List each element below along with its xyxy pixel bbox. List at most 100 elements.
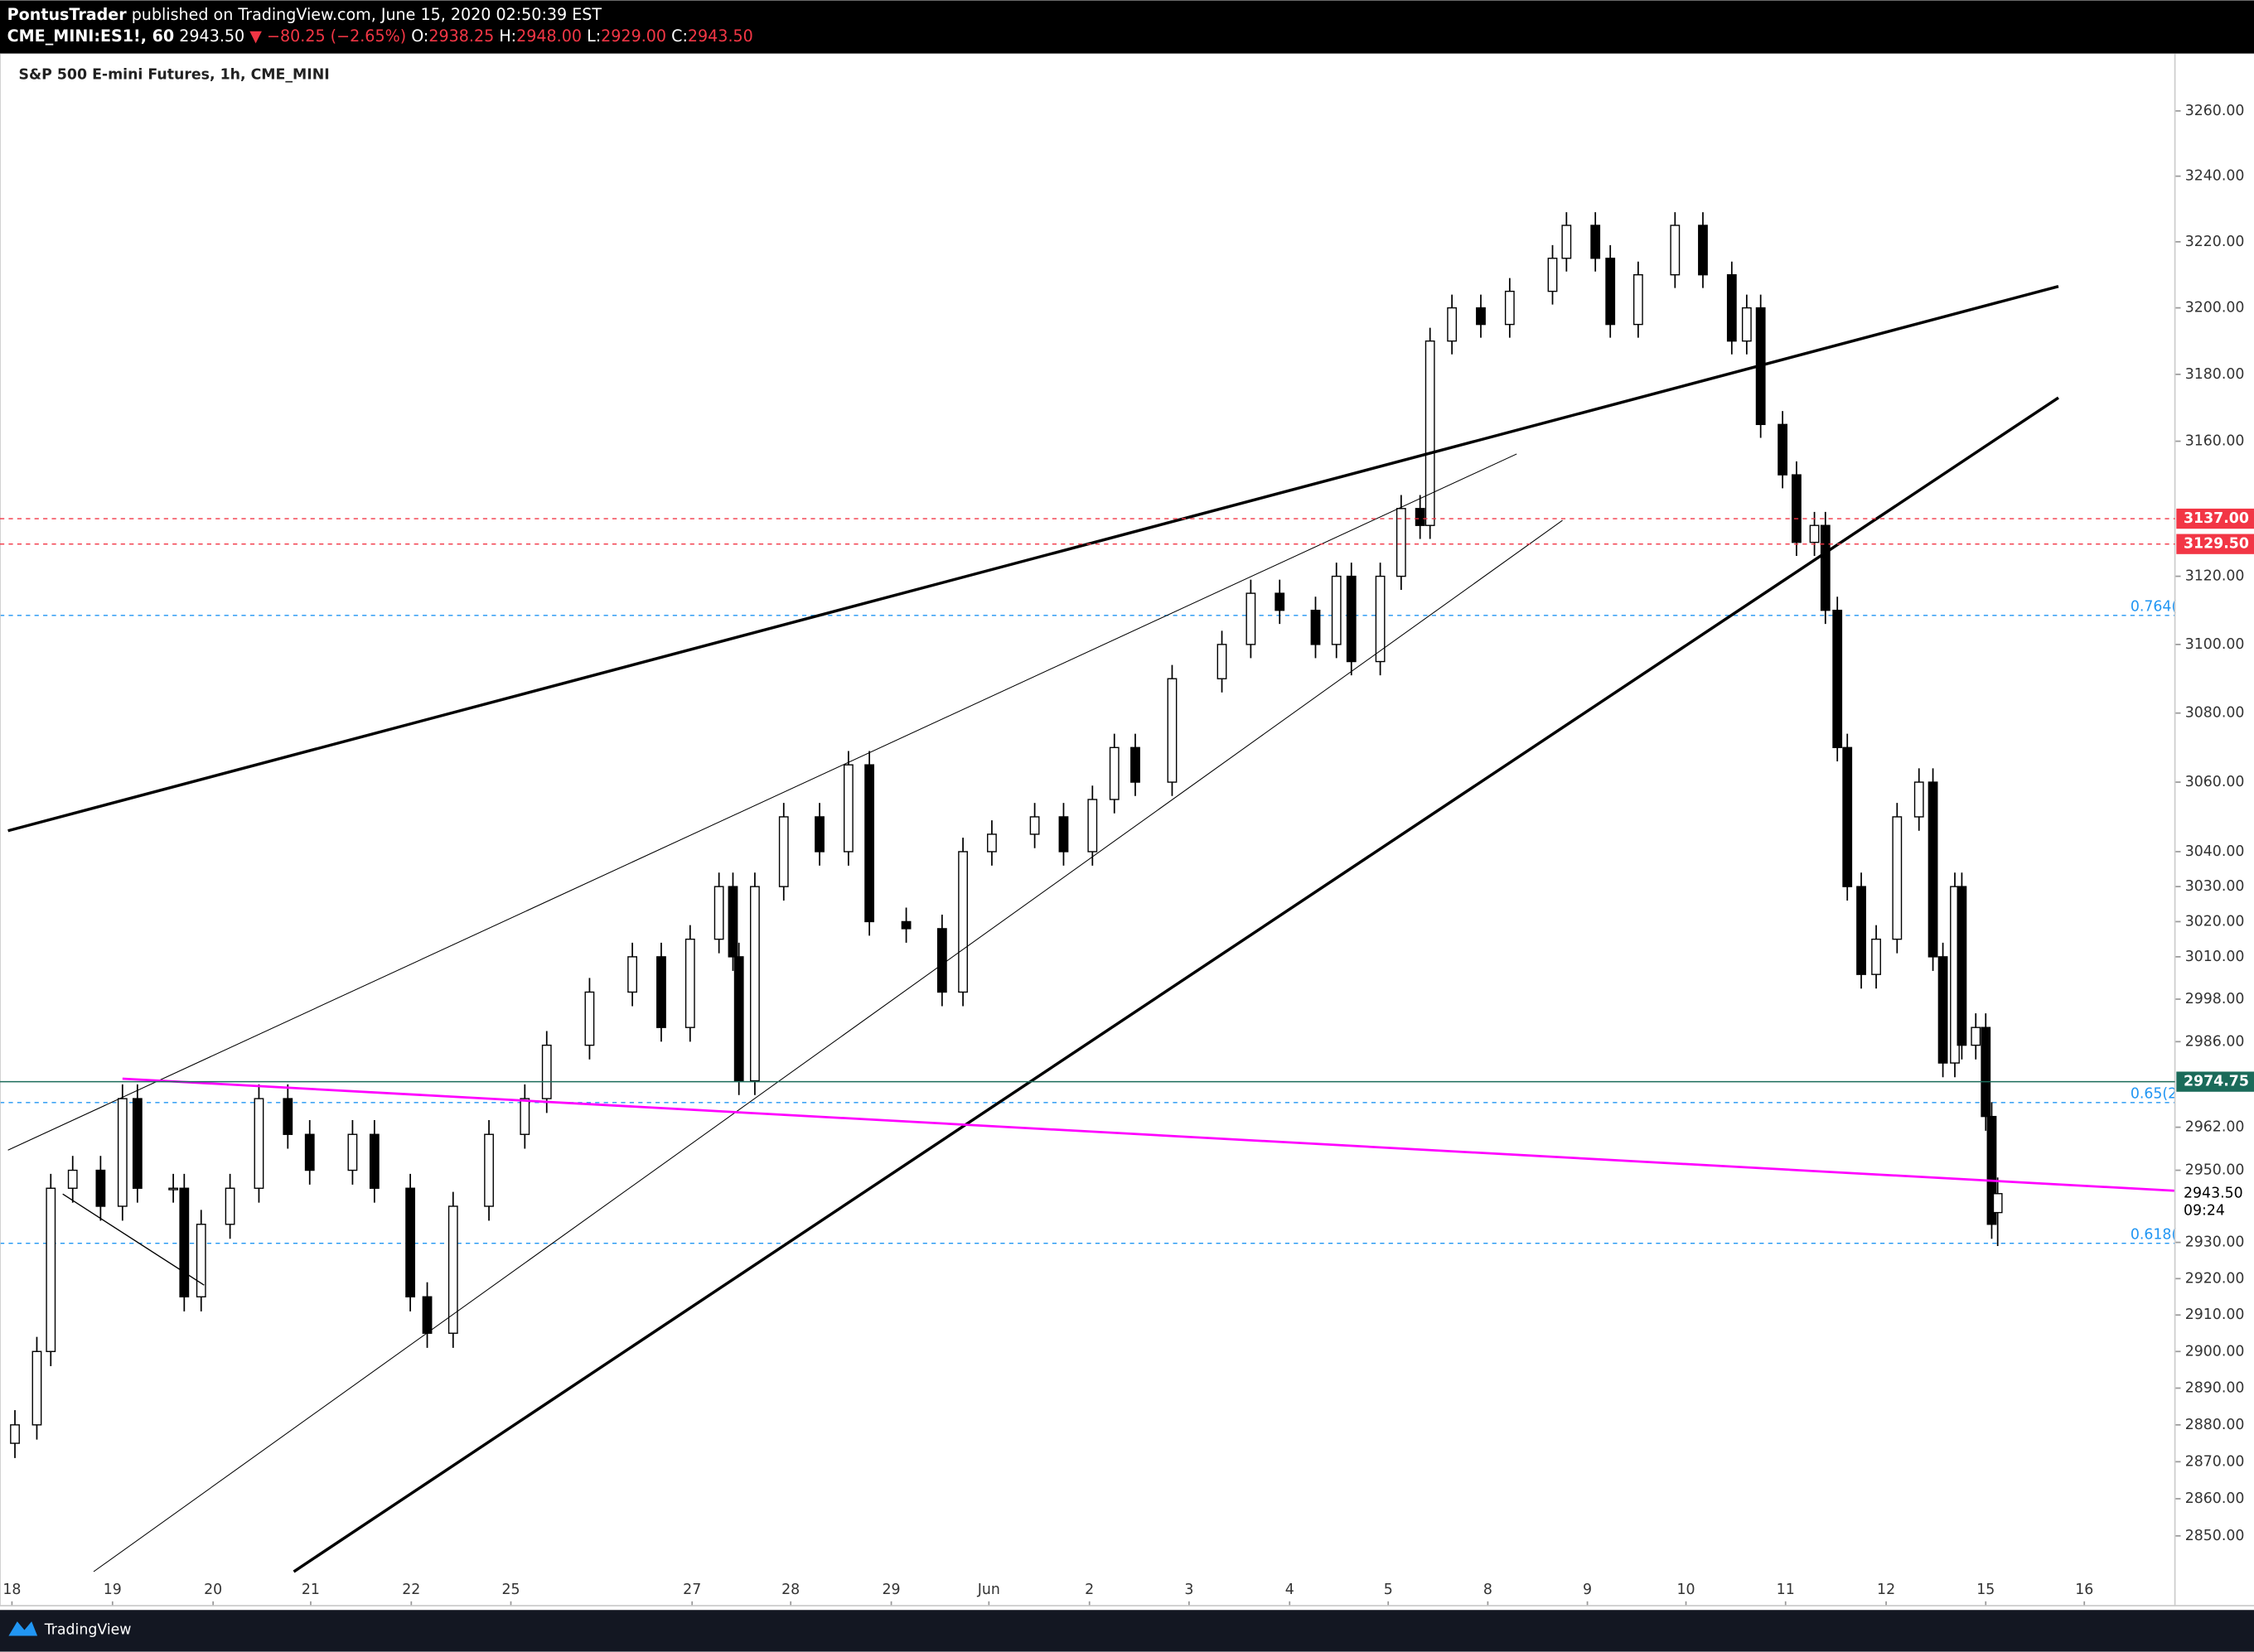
candle-body — [1130, 746, 1140, 783]
candle-body — [369, 1133, 380, 1189]
x-tick-label: 18 — [2, 1582, 21, 1598]
y-tick-label: 2998.00 — [2185, 991, 2245, 1007]
candle-body — [1726, 273, 1737, 342]
symbol: CME_MINI:ES1!, 60 — [7, 27, 175, 45]
published: published on TradingView.com, June 15, 2… — [132, 5, 602, 23]
candle-body — [987, 833, 997, 853]
open: 2938.25 — [428, 27, 494, 45]
c-label: C: — [671, 27, 688, 45]
trend-line — [293, 396, 2059, 1573]
fib-label: 0.618( — [2131, 1226, 2177, 1243]
chart-title: S&P 500 E-mini Futures, 1h, CME_MINI — [19, 67, 330, 84]
candle-body — [733, 956, 744, 1082]
trend-line — [7, 453, 1517, 1151]
x-tick-label: 22 — [402, 1582, 420, 1598]
candle-body — [1476, 307, 1486, 326]
candle-body — [67, 1169, 78, 1189]
candle-body — [1792, 474, 1802, 543]
candle-body — [1310, 609, 1321, 645]
candle-body — [1029, 816, 1040, 835]
y-tick-label: 2870.00 — [2185, 1453, 2245, 1470]
x-tick-label: 2 — [1085, 1582, 1094, 1598]
o-label: O: — [411, 27, 428, 45]
candle-body — [958, 851, 968, 993]
fib-label: 0.65(2 — [2131, 1085, 2177, 1102]
y-tick-label: 2880.00 — [2185, 1417, 2245, 1433]
y-tick-label: 2910.00 — [2185, 1307, 2245, 1323]
candle-body — [1937, 956, 1948, 1064]
candle-body — [584, 991, 595, 1046]
low: 2929.00 — [601, 27, 666, 45]
candle-body — [1632, 273, 1643, 326]
x-tick-label: 28 — [781, 1582, 800, 1598]
x-tick-label: 21 — [302, 1582, 320, 1598]
candle-body — [1856, 886, 1866, 975]
candle-body — [684, 938, 695, 1028]
candle-body — [196, 1224, 206, 1297]
candle-body — [1986, 1115, 1997, 1225]
y-tick-label: 2920.00 — [2185, 1270, 2245, 1287]
footer-bar — [0, 1610, 2254, 1652]
y-tick-label: 2900.00 — [2185, 1343, 2245, 1360]
x-tick-label: 20 — [204, 1582, 222, 1598]
y-tick-label: 3260.00 — [2185, 103, 2245, 119]
candle-body — [254, 1098, 264, 1189]
candle-body — [132, 1098, 143, 1189]
candle-body — [1109, 746, 1120, 800]
price-tag — [2176, 534, 2254, 554]
y-tick-label: 3100.00 — [2185, 636, 2245, 653]
candle-body — [936, 928, 947, 993]
candle-body — [10, 1424, 20, 1444]
candle-body — [1741, 307, 1752, 342]
candle-body — [1778, 423, 1788, 476]
header-line-2: CME_MINI:ES1!, 60 2943.50 ▼ −80.25 (−2.6… — [7, 27, 753, 45]
countdown: 09:24 — [2184, 1203, 2225, 1220]
header-bar — [0, 0, 2254, 54]
candle-body — [1167, 678, 1178, 783]
candle-body — [1670, 225, 1681, 276]
candle-body — [1928, 781, 1938, 958]
price-tag-label: 3129.50 — [2184, 536, 2249, 553]
y-tick-label: 3120.00 — [2185, 568, 2245, 585]
x-tick-label: 3 — [1184, 1582, 1193, 1598]
candle-body — [627, 956, 638, 993]
price-tag — [2176, 1071, 2254, 1092]
candle-body — [447, 1205, 458, 1334]
candle-body — [179, 1187, 190, 1297]
x-tick-label: 8 — [1483, 1582, 1492, 1598]
candle-body — [422, 1296, 433, 1334]
candle-body — [843, 764, 854, 853]
candle-body — [484, 1133, 494, 1207]
candle-body — [347, 1133, 358, 1171]
change: ▼ −80.25 (−2.65%) — [249, 27, 406, 45]
candle-body — [225, 1187, 235, 1225]
y-tick-label: 3160.00 — [2185, 433, 2245, 450]
candle-body — [1832, 609, 1843, 749]
x-tick-label: 11 — [1777, 1582, 1795, 1598]
candle-body — [520, 1098, 530, 1135]
candle-body — [405, 1187, 416, 1297]
x-tick-label: Jun — [977, 1582, 1000, 1598]
candle-body — [1605, 258, 1616, 326]
candle-body — [1275, 592, 1285, 611]
candle-body — [1992, 1193, 2003, 1214]
candle-body — [656, 956, 666, 1028]
y-tick-label: 3240.00 — [2185, 168, 2245, 185]
y-tick-label: 2962.00 — [2185, 1119, 2245, 1136]
x-tick-label: 9 — [1583, 1582, 1592, 1598]
y-tick-label: 3060.00 — [2185, 774, 2245, 790]
candle-body — [1871, 938, 1881, 975]
x-tick-label: 16 — [2075, 1582, 2093, 1598]
y-tick-label: 3030.00 — [2185, 878, 2245, 895]
candle-body — [1547, 258, 1558, 292]
candle-body — [31, 1350, 42, 1426]
y-tick-label: 2950.00 — [2185, 1162, 2245, 1179]
candle-body — [1981, 1026, 1991, 1118]
y-tick-label: 2986.00 — [2185, 1033, 2245, 1050]
candle-body — [1590, 225, 1601, 259]
x-tick-label: 12 — [1877, 1582, 1895, 1598]
last: 2943.50 — [179, 27, 244, 45]
y-tick-label: 3080.00 — [2185, 705, 2245, 722]
